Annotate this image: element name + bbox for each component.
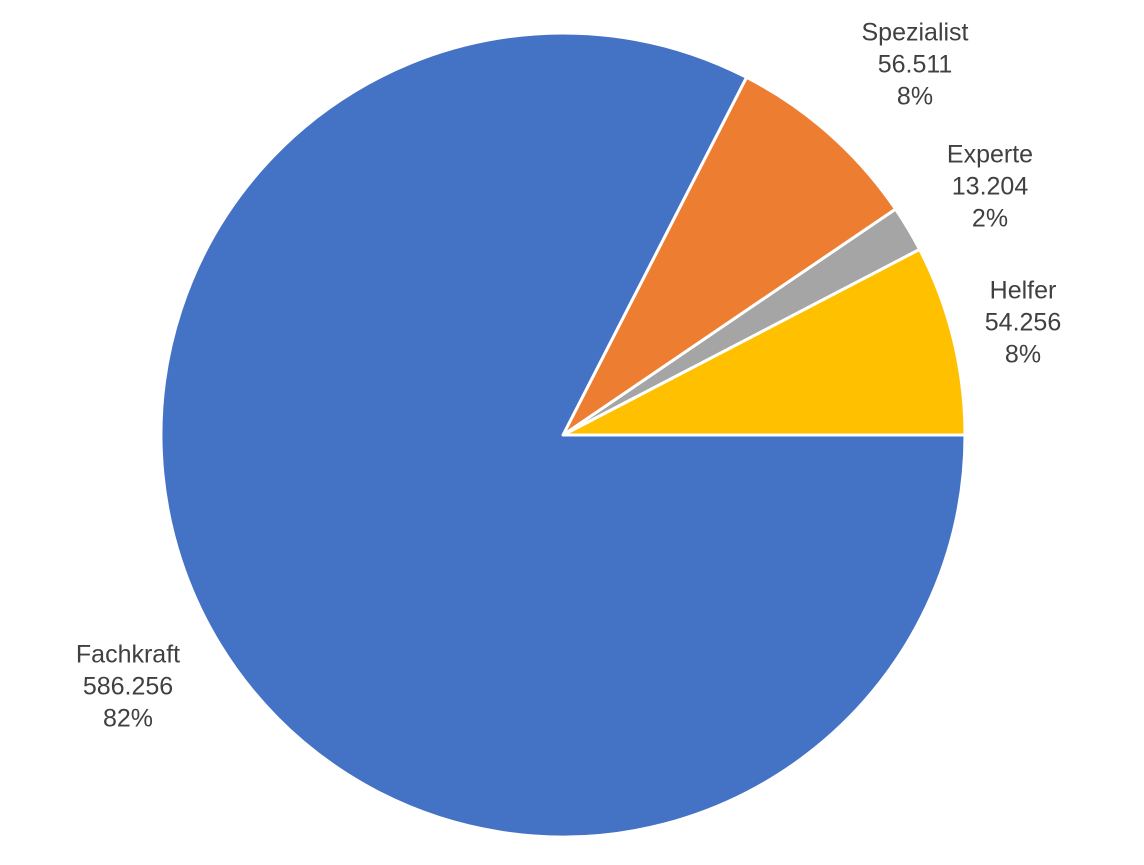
slice-percent: 2% (972, 205, 1008, 233)
slice-name: Spezialist (862, 19, 969, 47)
pie-slice (561, 247, 967, 437)
pie-slice (159, 31, 967, 839)
slice-name: Helfer (990, 277, 1057, 305)
slice-value: 56.511 (878, 51, 953, 79)
slice-percent: 82% (103, 705, 153, 733)
slice-percent: 8% (897, 83, 933, 111)
slice-percent: 8% (1005, 341, 1041, 369)
slice-name: Fachkraft (76, 641, 180, 669)
slice-value: 586.256 (83, 673, 173, 701)
slice-value: 13.204 (952, 173, 1029, 201)
slice-value: 54.256 (985, 309, 1061, 337)
pie-slice (561, 75, 898, 437)
slice-name: Experte (947, 141, 1033, 169)
